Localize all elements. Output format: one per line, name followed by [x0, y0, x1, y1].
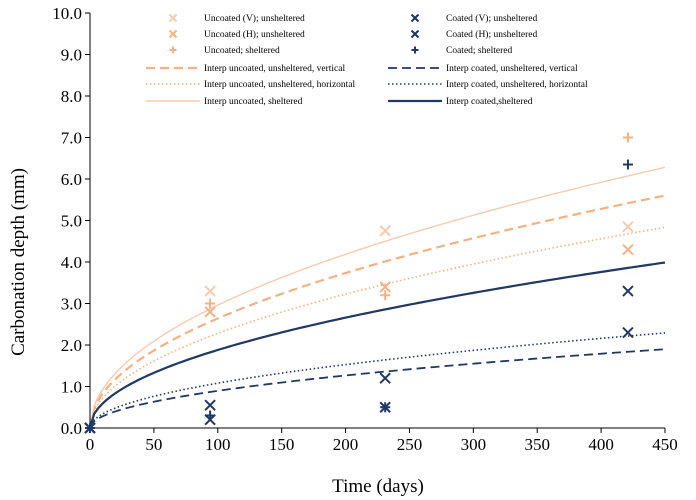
- x-tick-label: 250: [397, 435, 423, 454]
- data-point: [380, 290, 391, 301]
- legend-entry: Interp coated, unsheltered, vertical: [388, 64, 578, 74]
- legend-marker: [168, 29, 178, 39]
- data-point: [622, 159, 633, 170]
- y-tick-label: 1.0: [61, 378, 82, 397]
- legend-marker: [169, 46, 177, 54]
- legend-marker: [410, 13, 420, 23]
- legend-marker: [410, 29, 420, 39]
- data-point: [622, 132, 633, 143]
- x-tick-label: 450: [652, 435, 678, 454]
- data-point: [204, 306, 216, 318]
- data-point: [85, 423, 95, 433]
- x-tick-label: 50: [145, 435, 162, 454]
- fit-line: [89, 332, 666, 429]
- legend-entry: Coated; sheltered: [411, 46, 512, 56]
- x-tick-label: 100: [205, 435, 231, 454]
- fit-lines-layer: [88, 166, 666, 429]
- legend-label: Interp uncoated, sheltered: [204, 97, 303, 107]
- legend-label: Uncoated (H); unsheltered: [204, 29, 305, 40]
- legend-marker: [168, 13, 178, 23]
- x-tick-label: 350: [524, 435, 550, 454]
- y-tick-label: 10.0: [52, 4, 82, 23]
- fit-line: [89, 166, 666, 429]
- legend-entry: Interp uncoated, sheltered: [146, 97, 303, 107]
- legend-label: Coated; sheltered: [446, 46, 512, 56]
- fit-line: [89, 226, 666, 429]
- data-point: [379, 372, 391, 384]
- data-point: [622, 243, 634, 256]
- legend-entry: Uncoated (V); unsheltered: [168, 13, 305, 24]
- x-tick-label: 150: [269, 435, 295, 454]
- data-point: [205, 410, 216, 421]
- legend-entry: Coated (H); unsheltered: [410, 29, 538, 40]
- data-point: [204, 399, 216, 411]
- y-tick-label: 0.0: [61, 419, 82, 438]
- y-tick-label: 5.0: [61, 212, 82, 231]
- legend-label: Coated (V); unsheltered: [446, 13, 538, 24]
- axes-layer: 0 50 100 150 200 250 300 350 400 450 0.0 1.0 2.0 3.0 4…: [52, 4, 678, 454]
- data-point: [380, 402, 391, 413]
- y-tick-label: 4.0: [61, 253, 82, 272]
- legend-entry: Uncoated; sheltered: [169, 46, 280, 56]
- data-point: [622, 285, 634, 297]
- y-tick-label: 9.0: [61, 46, 82, 65]
- legend-entry: Interp uncoated, unsheltered, horizontal: [146, 80, 356, 90]
- fit-line: [88, 194, 666, 429]
- x-tick-label: 300: [461, 435, 487, 454]
- data-point: [379, 281, 391, 293]
- data-point: [204, 285, 216, 297]
- legend: Uncoated (V); unsheltered Coated (V); uns…: [146, 13, 588, 107]
- y-tick-label: 8.0: [61, 87, 82, 106]
- scatter-points-layer: [84, 132, 634, 434]
- data-point: [622, 326, 634, 339]
- x-tick-label: 400: [588, 435, 614, 454]
- fit-line: [89, 348, 666, 429]
- y-tick-label: 6.0: [61, 170, 82, 189]
- fit-line: [88, 261, 666, 429]
- legend-entry: Interp coated, unsheltered, horizontal: [388, 80, 588, 90]
- y-tick-label: 3.0: [61, 295, 82, 314]
- y-tick-label: 2.0: [61, 336, 82, 355]
- legend-label: Uncoated; sheltered: [204, 46, 280, 56]
- x-tick-label: 200: [333, 435, 359, 454]
- legend-marker: [411, 46, 419, 54]
- data-point: [205, 298, 216, 309]
- legend-label: Interp uncoated, unsheltered, horizontal: [204, 80, 356, 90]
- y-axis-title: Carbonation depth (mm): [8, 168, 29, 356]
- x-tick-label: 0: [86, 435, 95, 454]
- legend-label: Interp coated, unsheltered, vertical: [446, 64, 578, 74]
- legend-entry: Interp uncoated, unsheltered, vertical: [146, 64, 345, 74]
- legend-entry: Interp coated,sheltered: [388, 97, 533, 107]
- legend-label: Interp coated, unsheltered, horizontal: [446, 80, 588, 90]
- data-point: [622, 221, 634, 233]
- legend-label: Interp uncoated, unsheltered, vertical: [204, 64, 345, 74]
- legend-entry: Uncoated (H); unsheltered: [168, 29, 305, 40]
- y-tick-label: 7.0: [61, 129, 82, 148]
- legend-label: Coated (H); unsheltered: [446, 29, 538, 40]
- legend-entry: Coated (V); unsheltered: [410, 13, 538, 24]
- legend-label: Uncoated (V); unsheltered: [204, 13, 305, 24]
- data-point: [379, 225, 391, 237]
- legend-label: Interp coated,sheltered: [446, 97, 533, 107]
- x-axis-title: Time (days): [332, 476, 424, 497]
